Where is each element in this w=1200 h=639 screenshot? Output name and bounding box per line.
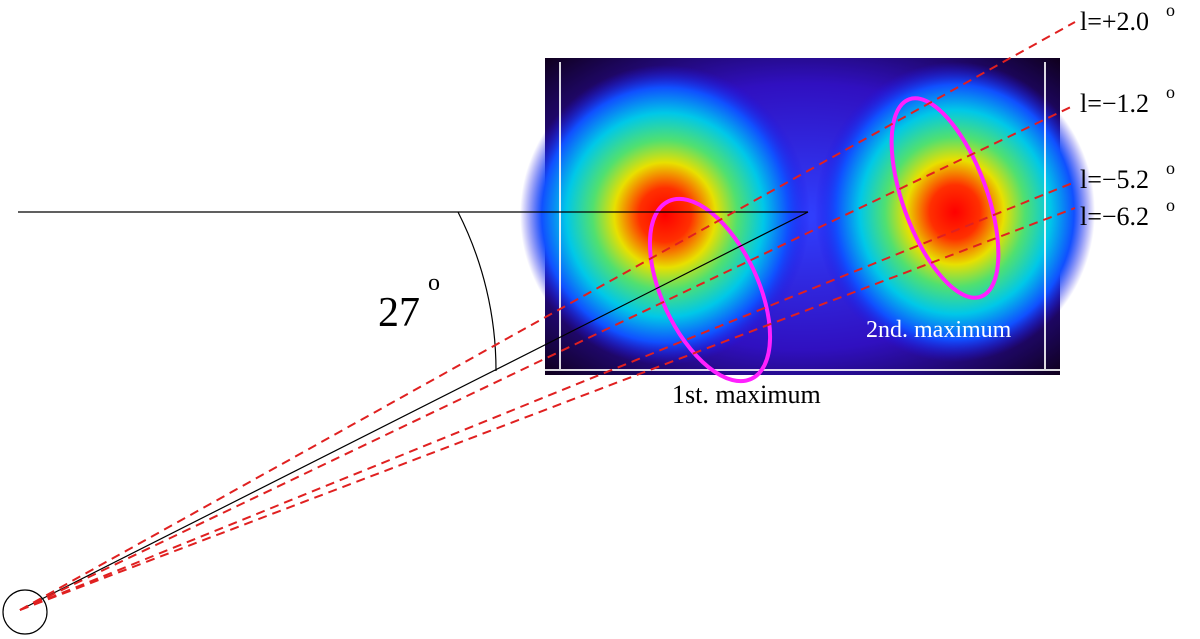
angle-sup: o bbox=[428, 270, 440, 296]
second-max-label: 2nd. maximum bbox=[866, 317, 1012, 343]
sightline-sup: o bbox=[1166, 0, 1175, 20]
direction-line bbox=[19, 211, 809, 611]
sightline-label: l=−1.2 bbox=[1080, 89, 1149, 118]
sightline bbox=[19, 21, 1076, 611]
sightline-sup: o bbox=[1166, 82, 1175, 102]
heatmap bbox=[520, 58, 1095, 375]
sightline-label: l=−6.2 bbox=[1080, 202, 1149, 231]
sightline bbox=[19, 181, 1076, 611]
sightline-sup: o bbox=[1166, 195, 1175, 215]
contour-2 bbox=[889, 96, 1001, 300]
contour-1 bbox=[647, 196, 773, 384]
sightline-label: l=−5.2 bbox=[1080, 165, 1149, 194]
first-max-label: 1st. maximum bbox=[672, 380, 821, 409]
observer bbox=[2, 589, 48, 635]
angle-arc bbox=[457, 211, 497, 372]
sightlines: l=+2.0 o l=−1.2 o l=−5.2 o l=−6.2 o bbox=[19, 0, 1175, 611]
angle-label: 27 bbox=[378, 290, 420, 336]
sightline-sup: o bbox=[1166, 158, 1175, 178]
sightline bbox=[19, 207, 1076, 611]
sightline-label: l=+2.0 bbox=[1080, 7, 1149, 36]
